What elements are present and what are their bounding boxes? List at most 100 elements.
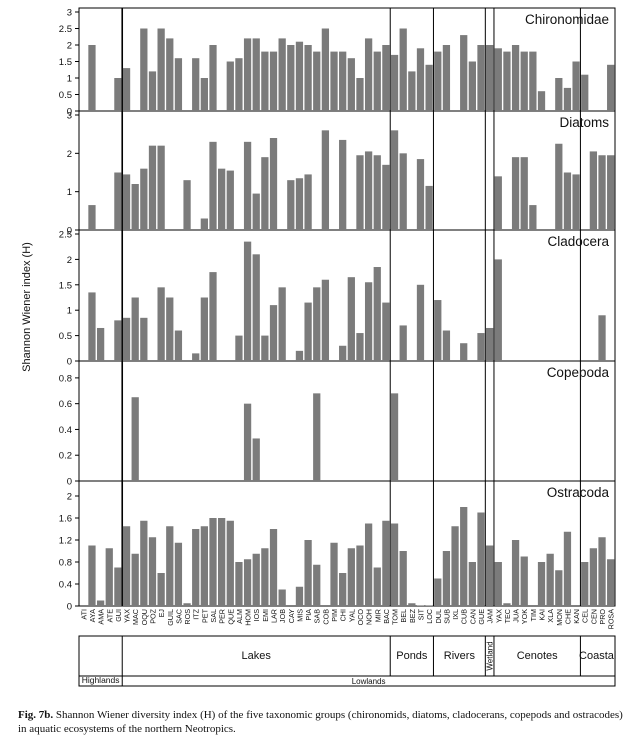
bar-chironomidae-chi — [339, 51, 347, 111]
site-label-kan: KAN — [572, 609, 581, 624]
bar-chironomidae-mir — [373, 51, 381, 111]
bar-cladocera-ama — [96, 327, 105, 361]
bar-cladocera-yal — [347, 277, 355, 361]
bar-cladocera-guil — [166, 297, 174, 361]
site-label-gui: GUI — [114, 609, 123, 622]
bar-chironomidae-guil — [166, 38, 174, 111]
bar-ostracoda-yax — [494, 562, 502, 606]
y-tick-label: 2 — [67, 492, 72, 503]
bar-cladocera-emi — [261, 335, 269, 361]
bar-chironomidae-mon — [555, 78, 563, 111]
bar-chironomidae-rosa — [607, 64, 615, 111]
y-tick-label: 2 — [67, 255, 72, 266]
habitat-label-lakes: Lakes — [242, 650, 272, 662]
bar-chironomidae-gui — [114, 78, 122, 111]
bar-chironomidae-jua — [511, 45, 520, 111]
bar-ostracoda-ej — [157, 573, 165, 606]
y-tick-label: 0 — [67, 357, 72, 368]
bar-ostracoda-ixl — [451, 526, 459, 606]
site-label-alm: ALM — [235, 609, 244, 624]
bar-ostracoda-pim — [330, 542, 338, 606]
y-tick-label: 1 — [67, 74, 72, 85]
bar-ostracoda-tom — [390, 523, 399, 606]
bar-ostracoda-gui — [114, 567, 122, 606]
bar-cladocera-mis — [295, 350, 304, 361]
bar-ostracoda-sit — [416, 605, 425, 606]
bar-cladocera-mac — [131, 297, 139, 361]
bar-chironomidae-pim — [330, 51, 338, 111]
bar-diatoms-poz — [148, 145, 157, 230]
y-tick-label: 3 — [67, 111, 72, 122]
y-tick-label: 0 — [67, 107, 72, 118]
bar-ostracoda-alm — [235, 562, 243, 606]
bar-ostracoda-pro — [598, 537, 606, 606]
bar-cladocera-chi — [339, 345, 347, 361]
site-label-yok: YOK — [520, 609, 529, 624]
bar-ostracoda-gue — [477, 512, 485, 606]
site-label-cob: COB — [321, 609, 330, 625]
bar-cladocera-mir — [373, 267, 381, 361]
site-label-bez: BEZ — [408, 608, 417, 623]
bar-diatoms-kan — [572, 174, 580, 230]
bar-ostracoda-mis — [295, 586, 304, 606]
bar-chironomidae-sac — [174, 58, 183, 111]
y-tick-label: 1.2 — [59, 536, 72, 547]
y-tick-label: 0 — [67, 226, 72, 237]
panel-frame-copepoda — [78, 360, 616, 482]
bar-ostracoda-che — [563, 531, 572, 606]
bar-cladocera-sab — [313, 287, 321, 361]
site-label-bel: BEL — [399, 609, 408, 623]
bar-chironomidae-loc — [425, 64, 433, 111]
bar-chironomidae-yok — [520, 51, 528, 111]
bar-chironomidae-mis — [295, 41, 304, 112]
bar-chironomidae-gue — [477, 45, 485, 111]
panel-frame-ostracoda — [78, 480, 616, 607]
bar-diatoms-cay — [287, 180, 295, 230]
bar-ostracoda-tec — [503, 603, 511, 606]
y-tick-label: 0.8 — [59, 558, 72, 569]
y-tick-label: 1.5 — [59, 280, 72, 291]
site-label-jua: JUA — [512, 609, 521, 623]
site-label-cel: CEL — [581, 609, 590, 623]
bar-chironomidae-bez — [408, 71, 416, 111]
bar-diatoms-noh — [364, 151, 373, 230]
bar-ostracoda-oqu — [140, 520, 148, 606]
figure-caption: Fig. 7b. Shannon Wiener diversity index … — [18, 708, 626, 736]
region-label-lowlands: Lowlands — [352, 677, 386, 686]
site-label-cub: CUB — [460, 609, 469, 624]
bar-ostracoda-bez — [408, 603, 416, 606]
bar-ostracoda-cen — [589, 548, 598, 606]
bar-diatoms-ej — [157, 145, 165, 230]
site-label-rosa: ROSA — [607, 609, 616, 630]
site-label-que: QUE — [226, 609, 235, 625]
site-label-pia: PIA — [304, 609, 313, 621]
bar-chironomidae-job — [278, 38, 286, 111]
y-tick-label: 1.5 — [59, 57, 72, 68]
figure-caption-label: Fig. 7b. — [18, 709, 54, 721]
y-tick-label: 0.6 — [59, 399, 72, 410]
bar-ostracoda-sub — [442, 551, 451, 606]
bar-diatoms-bac — [382, 164, 390, 230]
site-label-poz: POZ — [148, 608, 157, 623]
site-label-oqu: OQU — [140, 609, 149, 625]
bar-chironomidae-dul — [434, 51, 442, 111]
bar-copepoda-ios — [252, 438, 260, 481]
bar-chironomidae-alm — [235, 58, 243, 111]
bar-diatoms-lar — [269, 138, 278, 230]
bar-cladocera-hom — [243, 241, 252, 361]
bar-chironomidae-yax — [122, 68, 131, 111]
bar-diatoms-emi — [261, 157, 269, 230]
bar-chironomidae-ios — [252, 38, 260, 111]
bar-cladocera-pet — [200, 297, 208, 361]
bar-chironomidae-cob — [321, 28, 330, 111]
site-label-cay: CAY — [287, 609, 296, 623]
bar-cladocera-yax — [494, 259, 502, 361]
bar-cladocera-pro — [598, 315, 606, 361]
site-label-ati: ATI — [79, 609, 88, 620]
bar-chironomidae-can — [468, 61, 476, 111]
bar-ostracoda-guil — [166, 526, 174, 606]
y-tick-label: 0.4 — [59, 580, 72, 591]
bar-diatoms-mir — [373, 155, 381, 230]
site-label-hom: HOM — [244, 609, 253, 626]
bar-chironomidae-hom — [243, 38, 252, 111]
